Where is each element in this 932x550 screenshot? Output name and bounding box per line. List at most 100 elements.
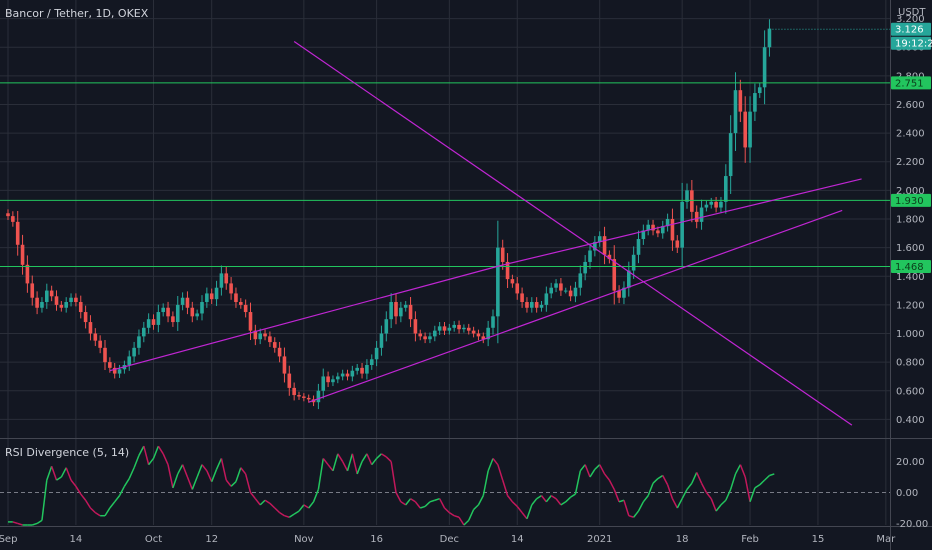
rsi-segment: [201, 464, 208, 472]
rsi-segment: [526, 504, 533, 520]
candle-body: [112, 367, 117, 374]
candle-body: [466, 327, 471, 331]
candle-body: [282, 356, 287, 374]
rsi-segment: [366, 453, 373, 465]
time-tick-label: 2021: [587, 534, 612, 545]
candle-body: [151, 319, 156, 325]
candle-body: [117, 369, 122, 374]
rsi-pane: [0, 445, 890, 526]
bar-countdown-bg: [891, 36, 931, 50]
rsi-segment: [259, 499, 266, 506]
candle-body: [680, 201, 684, 248]
candle-body: [505, 261, 510, 280]
candle-body: [481, 336, 486, 340]
trendline[interactable]: [497, 178, 862, 267]
trendline[interactable]: [109, 265, 499, 372]
candle-body: [20, 244, 25, 265]
grid: [0, 0, 890, 525]
rsi-segment: [400, 501, 407, 506]
rsi-segment: [764, 474, 770, 481]
candle-body: [258, 333, 262, 340]
candle-body: [321, 376, 326, 391]
candle-body: [491, 316, 495, 328]
candle-body: [345, 373, 350, 377]
rsi-segment: [589, 468, 596, 478]
currency-label: USDT: [898, 7, 926, 18]
trendlines[interactable]: [109, 41, 862, 426]
candle-body: [205, 293, 209, 303]
rsi-segment: [443, 507, 450, 514]
rsi-segment: [434, 497, 440, 501]
candle-body: [694, 211, 699, 222]
rsi-segment: [613, 489, 620, 503]
price-tick-label: 2.200: [896, 157, 925, 168]
horizontal-levels[interactable]: [0, 82, 890, 268]
rsi-segment: [705, 492, 712, 500]
time-tick-label: Mar: [876, 534, 896, 545]
time-tick-label: 16: [370, 534, 383, 545]
candle-body: [728, 133, 733, 177]
rsi-segment: [312, 489, 320, 503]
candle-body: [69, 297, 73, 303]
rsi-segment: [545, 495, 552, 503]
level-price-tag: 2.751: [895, 78, 924, 89]
rsi-segment: [346, 453, 354, 472]
candle-body: [714, 201, 718, 208]
candle-body: [243, 304, 248, 313]
rsi-segment: [657, 474, 664, 480]
trendline[interactable]: [293, 41, 853, 426]
rsi-segment: [317, 458, 324, 490]
rsi-segment: [749, 487, 756, 503]
rsi-segment: [696, 472, 703, 484]
rsi-segment: [584, 464, 591, 478]
rsi-segment: [516, 505, 523, 514]
candle-body: [554, 283, 558, 288]
rsi-segment: [487, 458, 494, 472]
candle-body: [146, 319, 151, 328]
rsi-segment: [405, 498, 412, 506]
rsi-segment: [715, 504, 722, 512]
rsi-segment: [492, 458, 499, 466]
candle-body: [326, 376, 330, 383]
candle-body: [302, 396, 306, 398]
rsi-segment: [647, 482, 654, 496]
rsi-segment: [628, 515, 634, 518]
candle-body: [612, 259, 617, 291]
rsi-segment: [725, 489, 732, 501]
rsi-segment: [36, 519, 43, 525]
candle-body: [219, 273, 224, 288]
candle-body: [74, 297, 78, 303]
candle-body: [389, 302, 393, 320]
candle-body: [379, 333, 384, 348]
candle-body: [738, 90, 743, 112]
candle-body: [549, 287, 553, 294]
candle-body: [743, 111, 747, 148]
time-tick-label: Feb: [741, 534, 759, 545]
rsi-segment: [288, 513, 295, 518]
trendline[interactable]: [308, 209, 843, 403]
rsi-segment: [244, 473, 252, 493]
candle-body: [627, 270, 631, 288]
candle-body: [316, 390, 321, 403]
rsi-segment: [56, 476, 62, 481]
rsi-segment: [463, 519, 470, 526]
rsi-segment: [65, 467, 72, 481]
rsi-segment: [540, 495, 547, 503]
rsi-segment: [729, 473, 737, 490]
candle-body: [510, 279, 515, 284]
rsi-segment: [570, 493, 576, 498]
candle-body: [685, 190, 689, 202]
last-price-tag: 3.126: [895, 25, 924, 36]
rsi-segment: [89, 507, 96, 514]
candle-body: [277, 347, 282, 357]
candle-body: [93, 333, 98, 341]
candle-body: [733, 90, 738, 134]
rsi-segment: [700, 482, 708, 493]
rsi-segment: [662, 475, 669, 486]
rsi-segment: [623, 500, 630, 516]
rsi-segment: [681, 489, 688, 500]
candle-body: [175, 304, 180, 323]
rsi-segment: [341, 461, 349, 472]
rsi-segment: [429, 499, 436, 503]
